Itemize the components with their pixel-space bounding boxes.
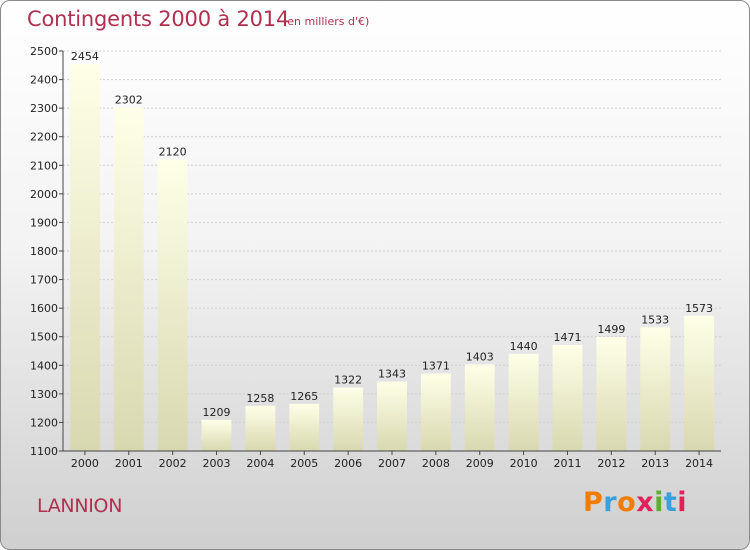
chart-title: Contingents 2000 à 2014 <box>27 7 290 31</box>
y-tick-label: 2500 <box>30 45 58 58</box>
y-tick-label: 2400 <box>30 74 58 87</box>
data-label-2008: 1371 <box>422 360 450 373</box>
data-label-2010: 1440 <box>510 340 538 353</box>
y-tick-label: 1800 <box>30 245 58 258</box>
data-label-2006: 1322 <box>334 374 362 387</box>
x-tick-label: 2011 <box>553 457 581 470</box>
y-tick-label: 1200 <box>30 416 58 429</box>
data-label-2001: 2302 <box>115 94 143 107</box>
y-tick-label: 1500 <box>30 331 58 344</box>
y-tick-label: 1900 <box>30 216 58 229</box>
axis-layer: 1100 1200 1300 1400 1500 1600 1700 1800 1900 2000… <box>30 45 721 470</box>
y-tick-label: 2200 <box>30 131 58 144</box>
data-label-2003: 1209 <box>203 406 231 419</box>
x-tick-label: 2009 <box>466 457 494 470</box>
bar-2005 <box>289 403 320 451</box>
bar-2007 <box>377 381 407 451</box>
brand-letter: i <box>677 487 688 518</box>
data-label-2004: 1258 <box>246 392 274 405</box>
brand-letter: t <box>663 487 678 518</box>
bar-layer <box>70 64 714 452</box>
data-label-2014: 1573 <box>685 302 713 315</box>
city-name: LANNION <box>37 495 123 517</box>
x-tick-label: 2012 <box>597 457 625 470</box>
bar-2000 <box>70 64 100 451</box>
data-label-2013: 1533 <box>641 313 669 326</box>
x-tick-label: 2004 <box>246 457 274 470</box>
data-label-2009: 1403 <box>466 350 494 363</box>
brand-letter: r <box>603 487 618 518</box>
x-tick-label: 2010 <box>510 457 538 470</box>
x-tick-label: 2002 <box>159 457 187 470</box>
y-tick-label: 1700 <box>30 274 58 287</box>
x-tick-label: 2000 <box>71 457 99 470</box>
y-tick-label: 1300 <box>30 388 58 401</box>
data-label-2000: 2454 <box>71 50 99 63</box>
data-label-2011: 1471 <box>553 331 581 344</box>
bar-2012 <box>596 337 627 451</box>
x-tick-label: 2013 <box>641 457 669 470</box>
y-tick-label: 2100 <box>30 159 58 172</box>
x-tick-label: 2008 <box>422 457 450 470</box>
bar-2002 <box>157 159 188 452</box>
y-tick-label: 1100 <box>30 445 58 458</box>
data-label-2012: 1499 <box>597 323 625 336</box>
chart-unit: (en milliers d'€) <box>283 15 370 28</box>
bar-2006 <box>333 387 364 451</box>
label-layer: 2454 2302 2120 1209 1258 1265 1322 1343 1371 1403… <box>71 50 713 419</box>
x-tick-label: 2001 <box>115 457 143 470</box>
y-tick-label: 1400 <box>30 359 58 372</box>
bar-2011 <box>552 345 583 451</box>
y-tick-label: 2300 <box>30 102 58 115</box>
bar-2014 <box>684 315 714 451</box>
x-tick-label: 2003 <box>203 457 231 470</box>
brand-letter: x <box>636 487 655 518</box>
x-tick-label: 2014 <box>685 457 713 470</box>
brand-letter: P <box>583 487 604 518</box>
bar-2009 <box>464 364 495 451</box>
x-tick-label: 2007 <box>378 457 406 470</box>
bar-2004 <box>245 405 276 451</box>
data-label-2007: 1343 <box>378 368 406 381</box>
bar-2008 <box>420 373 451 451</box>
y-tick-label: 2000 <box>30 188 58 201</box>
data-label-2002: 2120 <box>159 146 187 159</box>
bar-2010 <box>508 353 539 451</box>
bar-2003 <box>201 419 232 451</box>
data-label-2005: 1265 <box>290 390 318 403</box>
brand-letter: i <box>654 487 664 518</box>
x-tick-label: 2006 <box>334 457 362 470</box>
bar-2013 <box>640 327 671 451</box>
x-tick-label: 2005 <box>290 457 318 470</box>
y-tick-label: 1600 <box>30 302 58 315</box>
brand-letter: o <box>617 487 637 518</box>
brand-logo: Proxiti <box>583 487 687 518</box>
bar-2001 <box>113 107 144 452</box>
